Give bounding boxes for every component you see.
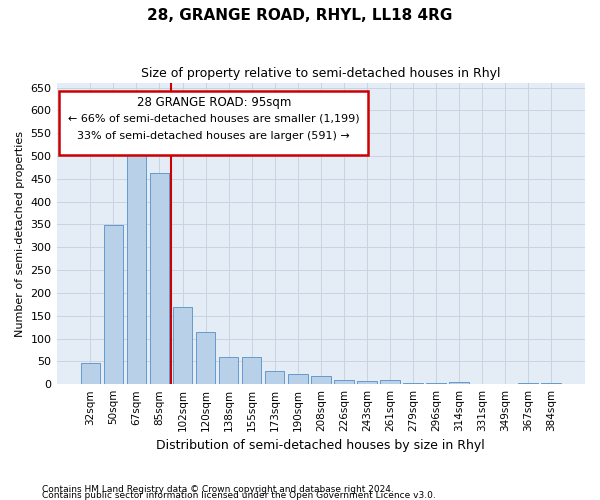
Bar (426, 383, 446, 384)
Y-axis label: Number of semi-detached properties: Number of semi-detached properties (15, 130, 25, 336)
Text: 33% of semi-detached houses are larger (591) →: 33% of semi-detached houses are larger (… (77, 131, 350, 141)
Bar (288, 374, 308, 384)
Bar (357, 380, 377, 384)
Bar (104, 226, 123, 384)
Bar (196, 332, 215, 384)
Bar (380, 380, 400, 384)
Bar (127, 140, 146, 384)
Bar (219, 357, 238, 384)
Bar (518, 383, 538, 384)
Bar (403, 383, 423, 384)
Text: Contains public sector information licensed under the Open Government Licence v3: Contains public sector information licen… (42, 490, 436, 500)
Bar (80, 363, 100, 384)
Bar (449, 382, 469, 384)
Bar (311, 376, 331, 384)
Bar (334, 380, 353, 384)
Bar (149, 174, 169, 384)
Text: 28 GRANGE ROAD: 95sqm: 28 GRANGE ROAD: 95sqm (137, 96, 291, 109)
Text: 28, GRANGE ROAD, RHYL, LL18 4RG: 28, GRANGE ROAD, RHYL, LL18 4RG (148, 8, 452, 22)
Bar (242, 357, 262, 384)
Bar (173, 306, 193, 384)
Text: Contains HM Land Registry data © Crown copyright and database right 2024.: Contains HM Land Registry data © Crown c… (42, 485, 394, 494)
Text: ← 66% of semi-detached houses are smaller (1,199): ← 66% of semi-detached houses are smalle… (68, 113, 359, 123)
X-axis label: Distribution of semi-detached houses by size in Rhyl: Distribution of semi-detached houses by … (157, 440, 485, 452)
Title: Size of property relative to semi-detached houses in Rhyl: Size of property relative to semi-detach… (141, 68, 500, 80)
Bar (265, 372, 284, 384)
FancyBboxPatch shape (59, 90, 368, 156)
